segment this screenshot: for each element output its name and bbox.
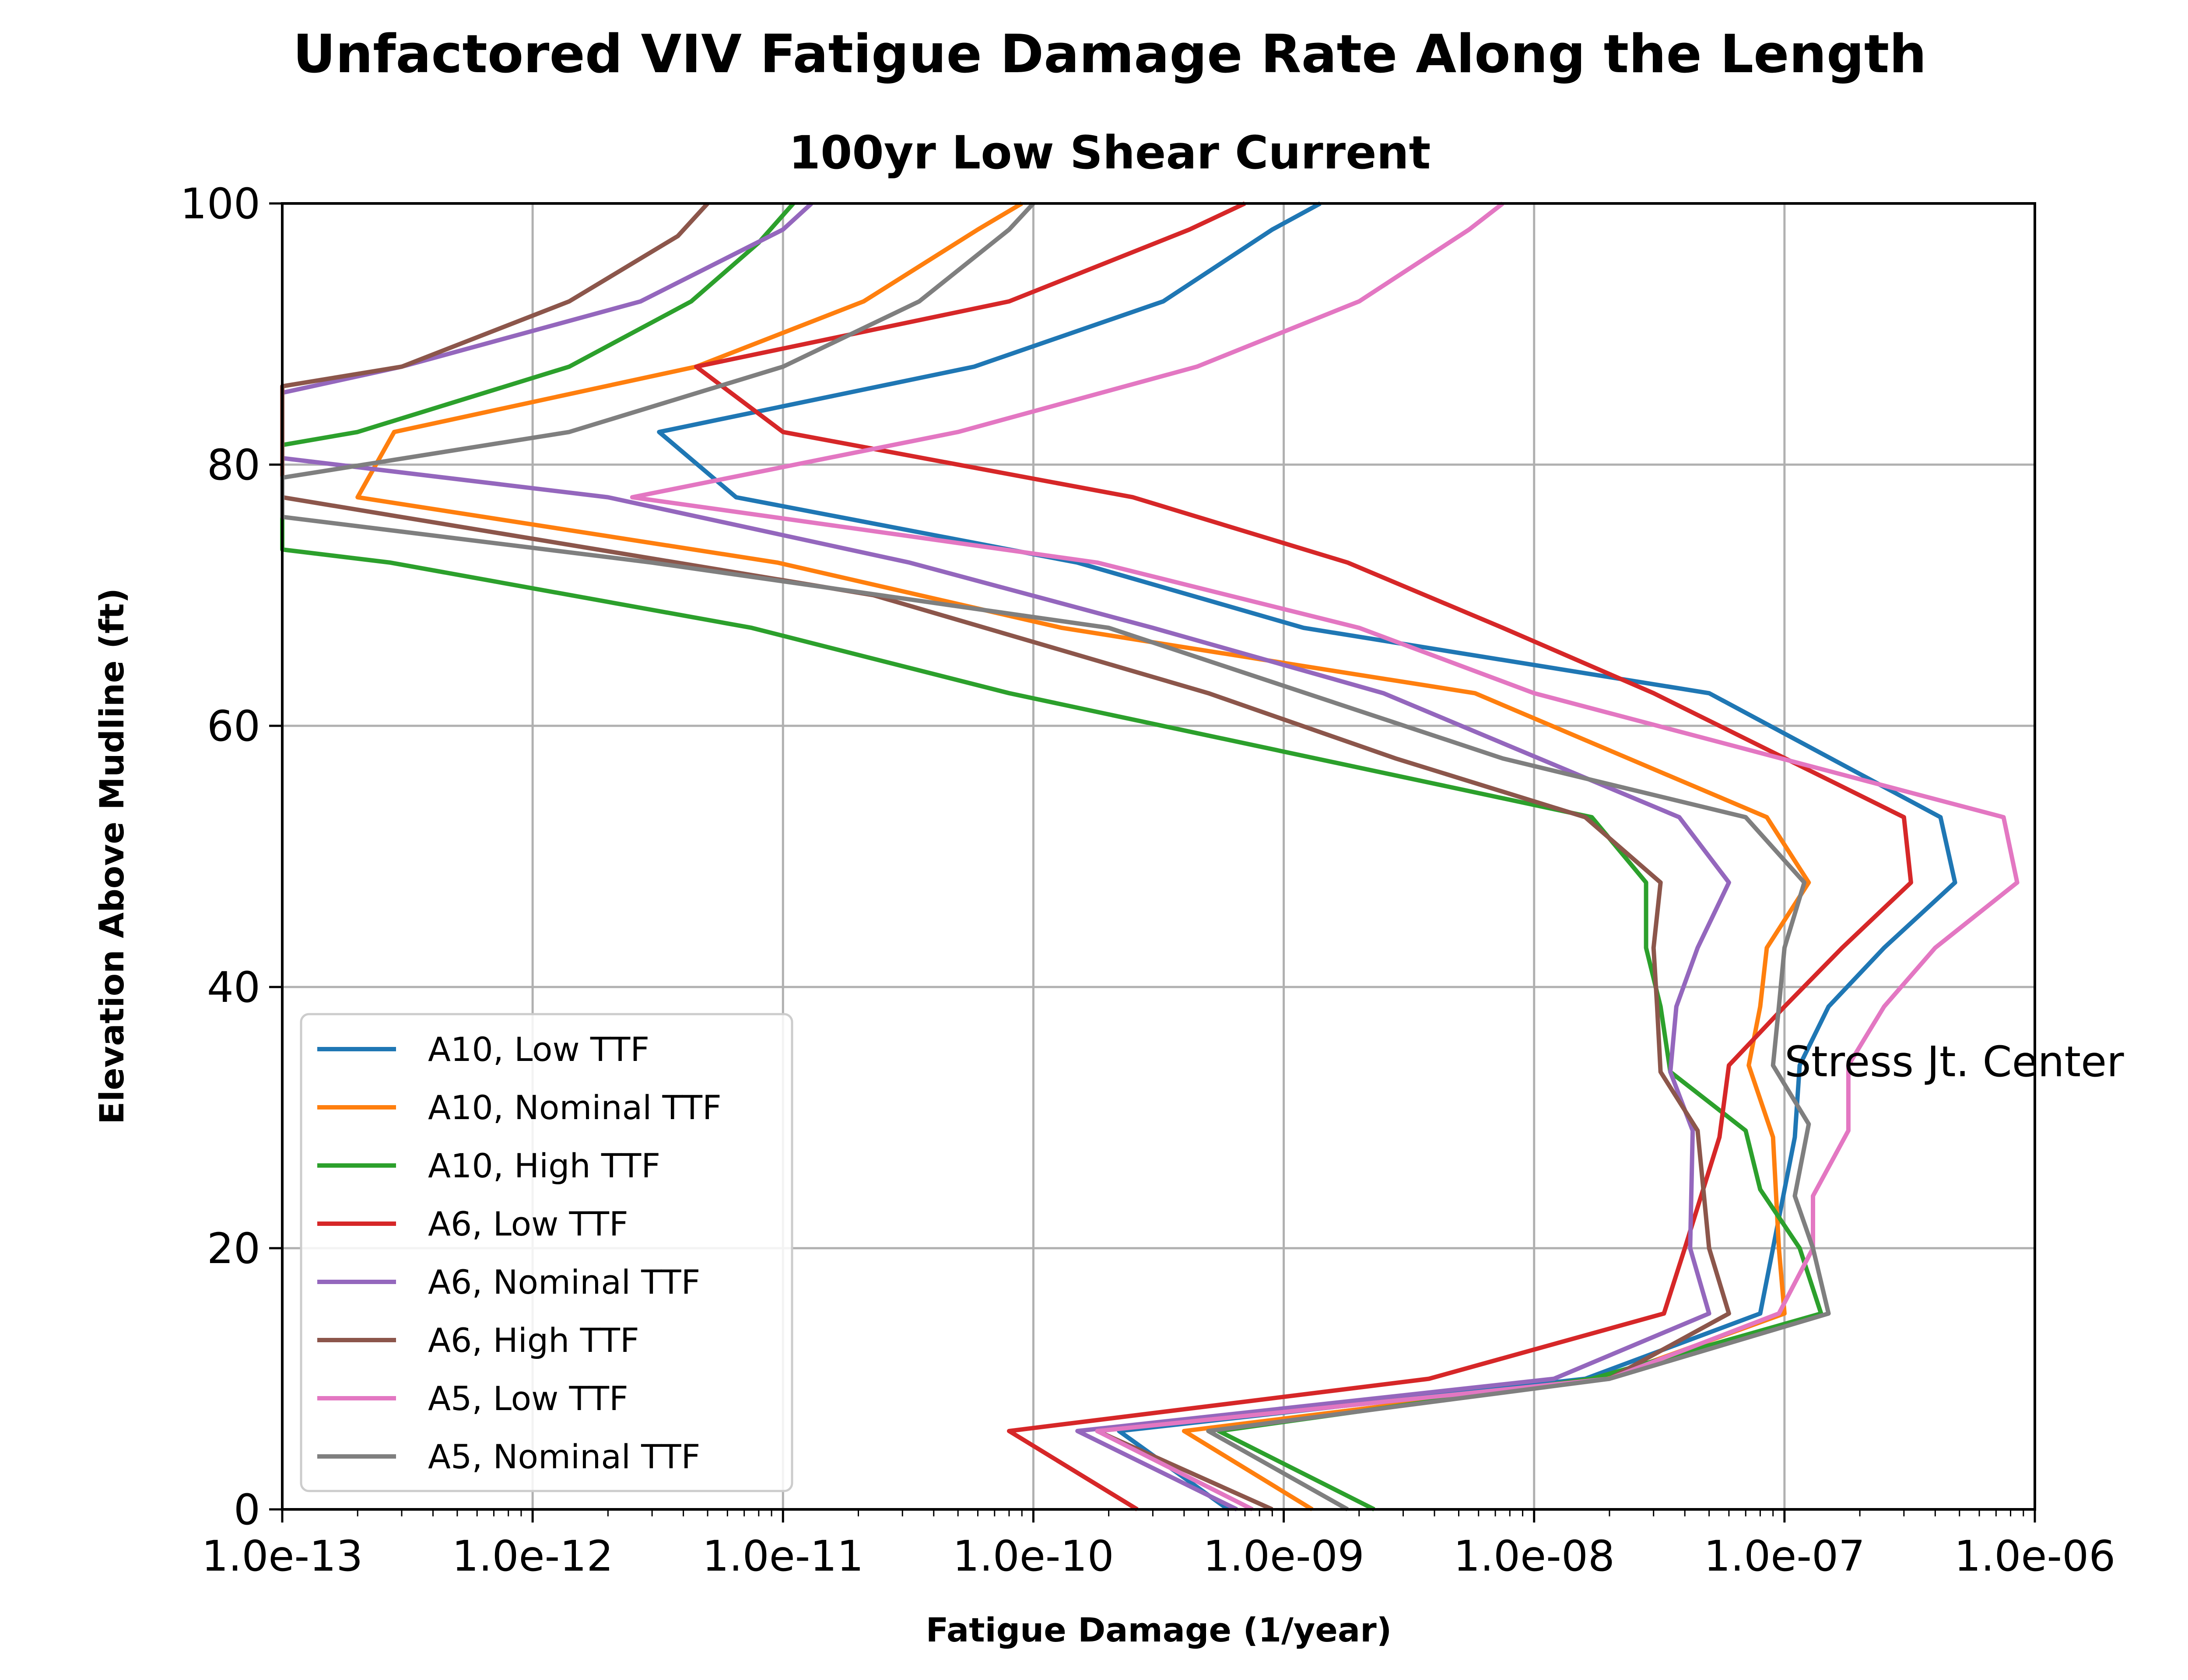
x-tick-label: 1.0e-09 (1203, 1532, 1364, 1581)
series-line-3 (280, 202, 1823, 1512)
legend-label: A5, Low TTF (428, 1379, 628, 1418)
legend-box (300, 1013, 793, 1492)
x-tick-label: 1.0e-12 (452, 1532, 614, 1581)
y-tick-label: 80 (207, 441, 260, 490)
x-axis-label: Fatigue Damage (1/year) (926, 1610, 1392, 1649)
legend-label: A10, High TTF (428, 1146, 660, 1185)
series-line-4 (694, 201, 1913, 1512)
y-tick-label: 0 (234, 1485, 260, 1534)
series-lines (280, 201, 2020, 1512)
series-line-6 (280, 202, 1731, 1512)
legend-label: A6, Nominal TTF (428, 1263, 700, 1302)
y-tick-label: 40 (207, 963, 260, 1012)
legend-label: A6, High TTF (428, 1321, 639, 1360)
x-tick-label: 1.0e-08 (1453, 1532, 1615, 1581)
x-tick-label: 1.0e-11 (702, 1532, 864, 1581)
legend: A10, Low TTF A10, Nominal TTF A10, High TT… (300, 1013, 793, 1492)
legend-label: A6, Low TTF (428, 1204, 628, 1243)
y-axis-label: Elevation Above Mudline (ft) (92, 588, 131, 1124)
plot-frame (281, 202, 2036, 1511)
x-tick-label: 1.0e-10 (953, 1532, 1114, 1581)
x-tick-label: 1.0e-06 (1954, 1532, 2116, 1581)
chart-subtitle: 100yr Low Shear Current (789, 126, 1431, 179)
y-tick-label: 100 (180, 179, 260, 228)
chart-title: Unfactored VIV Fatigue Damage Rate Along… (293, 24, 1926, 85)
series-line-7 (630, 202, 2020, 1512)
legend-label: A5, Nominal TTF (428, 1437, 700, 1476)
y-tick-label: 60 (207, 702, 260, 751)
series-line-1 (657, 201, 1957, 1512)
axis-ticks: 1.0e-13 1.0e-12 1.0e-11 1.0e-10 1.0e-09 1.0e-… (180, 179, 2116, 1581)
legend-label: A10, Nominal TTF (428, 1088, 722, 1127)
stress-joint-annotation: Stress Jt. Center (1785, 1037, 2124, 1086)
x-tick-label: 1.0e-07 (1704, 1532, 1865, 1581)
legend-label: A10, Low TTF (428, 1030, 649, 1069)
x-tick-label: 1.0e-13 (202, 1532, 363, 1581)
y-tick-label: 20 (207, 1224, 260, 1273)
series-line-8 (280, 202, 1831, 1512)
